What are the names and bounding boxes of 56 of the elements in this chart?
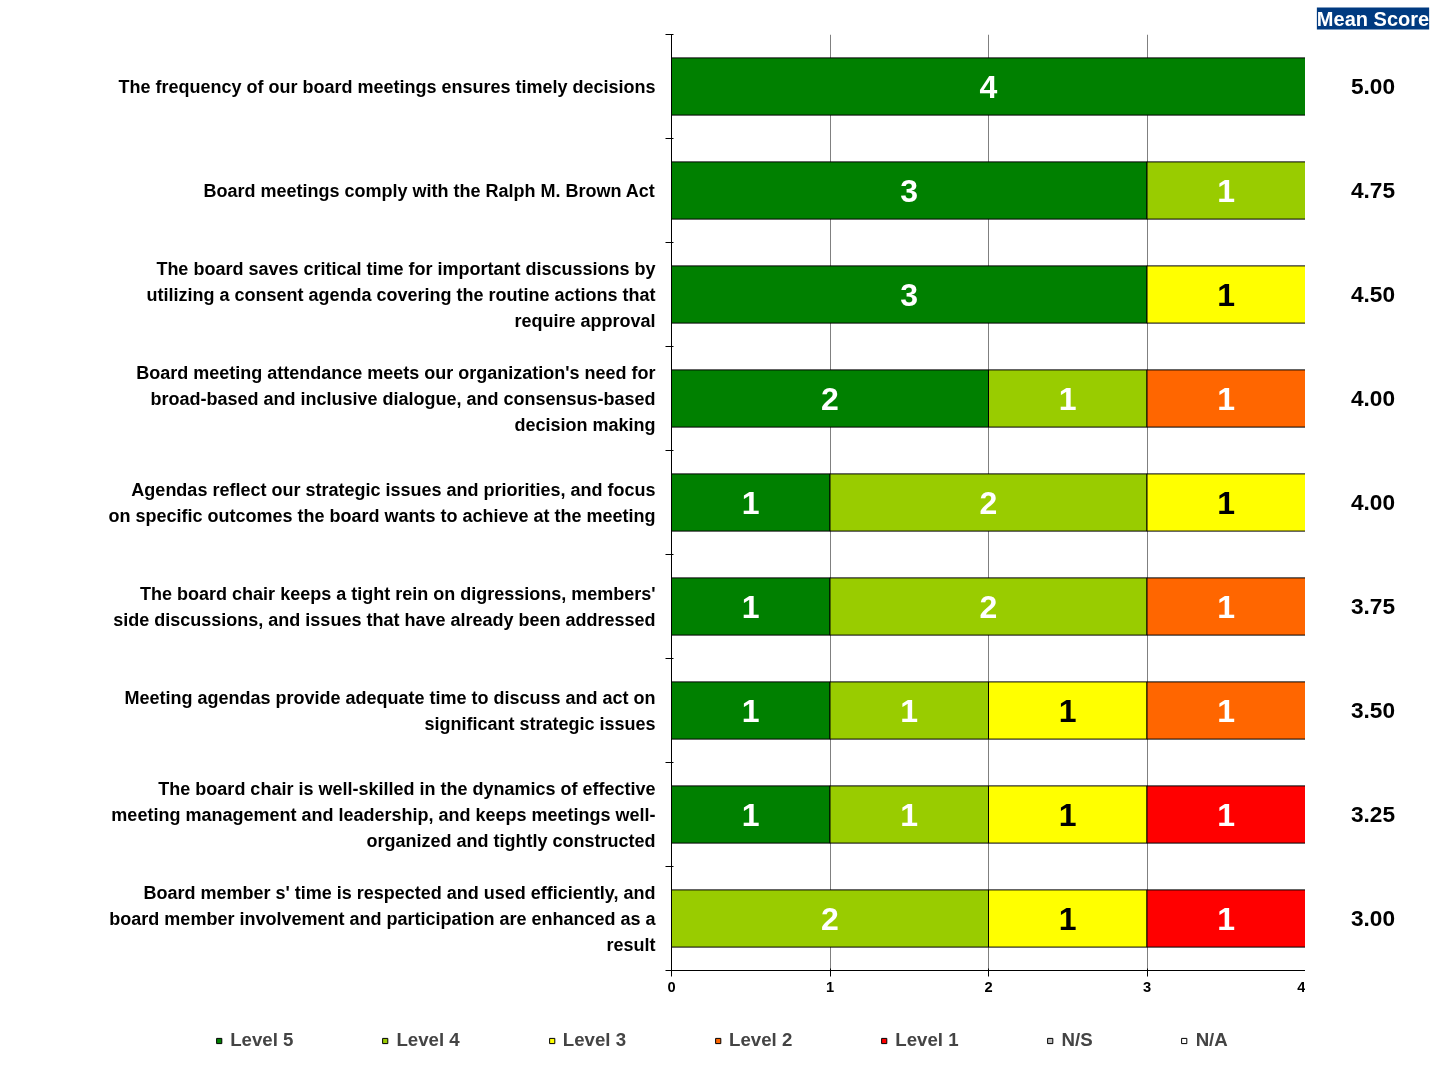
y-tick-label: Agendas reflect our strategic issues and priorities, and focus on specific outcomes the board wants to achieve at the meeting <box>108 479 656 526</box>
data-label: 1 <box>741 588 760 625</box>
y-tick-label: The frequency of our board meetings ensures timely decisions <box>118 76 656 97</box>
data-label: 1 <box>1217 588 1236 625</box>
text: 4.00 <box>1350 385 1396 411</box>
data-label: 1 <box>1058 692 1077 729</box>
data-label: 1 <box>741 796 760 833</box>
data-label: 1 <box>1058 380 1077 417</box>
y-tick-label: Board member s' time is respected and used efficiently, and board member involvement and participation are enhanced as a result <box>109 882 657 955</box>
legend-label: N/A <box>1195 1029 1228 1051</box>
x-tick-label: 0 <box>667 978 676 995</box>
x-tick-label: 2 <box>984 978 993 995</box>
text: 4.50 <box>1350 281 1396 307</box>
data-label: 2 <box>979 588 998 625</box>
data-label: 3 <box>900 276 919 313</box>
text: 3.50 <box>1350 697 1396 723</box>
x-tick-label: 4 <box>1297 978 1307 995</box>
legend-label: Level 3 <box>562 1029 627 1051</box>
y-tick-label: The board saves critical time for important discussions by utilizing a consent agenda covering the routine actions that require approval <box>146 258 656 331</box>
data-label: 1 <box>1217 692 1236 729</box>
data-label: 1 <box>1058 900 1077 937</box>
data-label: 1 <box>1217 796 1236 833</box>
data-label: 1 <box>741 484 760 521</box>
text: 5.00 <box>1350 73 1396 99</box>
data-label: 1 <box>900 796 919 833</box>
data-label: 1 <box>1217 484 1236 521</box>
legend-label: Level 4 <box>396 1029 460 1051</box>
text: 3.25 <box>1350 801 1396 827</box>
data-label: 1 <box>1217 900 1236 937</box>
y-tick-label: The board chair is well-skilled in the dynamics of effective meeting management and leadership, and keeps meetings well-organized and tightly constructed <box>111 778 656 851</box>
text: 4.00 <box>1350 489 1396 515</box>
data-label: 1 <box>900 692 919 729</box>
data-label: 2 <box>821 380 839 417</box>
data-label: 1 <box>1217 380 1236 417</box>
y-tick-label: The board chair keeps a tight rein on digressions, members' side discussions, and issues that have already been addressed <box>113 583 656 630</box>
data-label: 1 <box>1058 796 1077 833</box>
text: 4.75 <box>1350 177 1396 203</box>
data-label: 4 <box>979 68 998 105</box>
data-label: 1 <box>741 692 760 729</box>
y-tick-label: Board meetings comply with the Ralph M. Brown Act <box>203 180 655 201</box>
legend-label: Level 5 <box>230 1029 294 1051</box>
data-label: 1 <box>1217 172 1236 209</box>
legend-label: Level 2 <box>729 1029 793 1051</box>
data-label: 3 <box>900 172 919 209</box>
y-tick-label: Meeting agendas provide adequate time to discuss and act on significant strategic issues <box>124 687 656 734</box>
text: 3.75 <box>1350 593 1396 619</box>
data-label: 2 <box>821 900 839 937</box>
legend-label: Level 1 <box>895 1029 959 1051</box>
data-label: 2 <box>979 484 998 521</box>
x-tick-label: 3 <box>1142 978 1152 995</box>
y-tick-label: Board meeting attendance meets our organization's need for broad-based and inclusive dialogue, and consensus-based decision making <box>136 362 656 435</box>
x-tick-label: 1 <box>825 978 835 995</box>
legend-label: N/S <box>1061 1029 1093 1051</box>
text: Mean Score <box>1316 7 1430 30</box>
data-label: 1 <box>1217 276 1236 313</box>
text: 3.00 <box>1350 905 1396 931</box>
